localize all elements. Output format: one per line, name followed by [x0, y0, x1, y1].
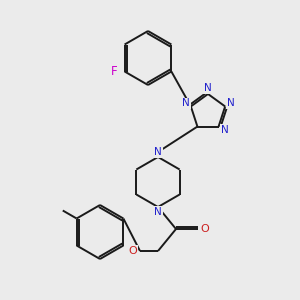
- Text: N: N: [204, 83, 212, 93]
- Text: F: F: [111, 65, 118, 78]
- Text: O: O: [129, 246, 137, 256]
- Text: N: N: [154, 207, 162, 217]
- Text: N: N: [154, 147, 162, 157]
- Text: N: N: [182, 98, 190, 108]
- Text: N: N: [221, 124, 229, 135]
- Text: O: O: [201, 224, 209, 234]
- Text: N: N: [227, 98, 235, 108]
